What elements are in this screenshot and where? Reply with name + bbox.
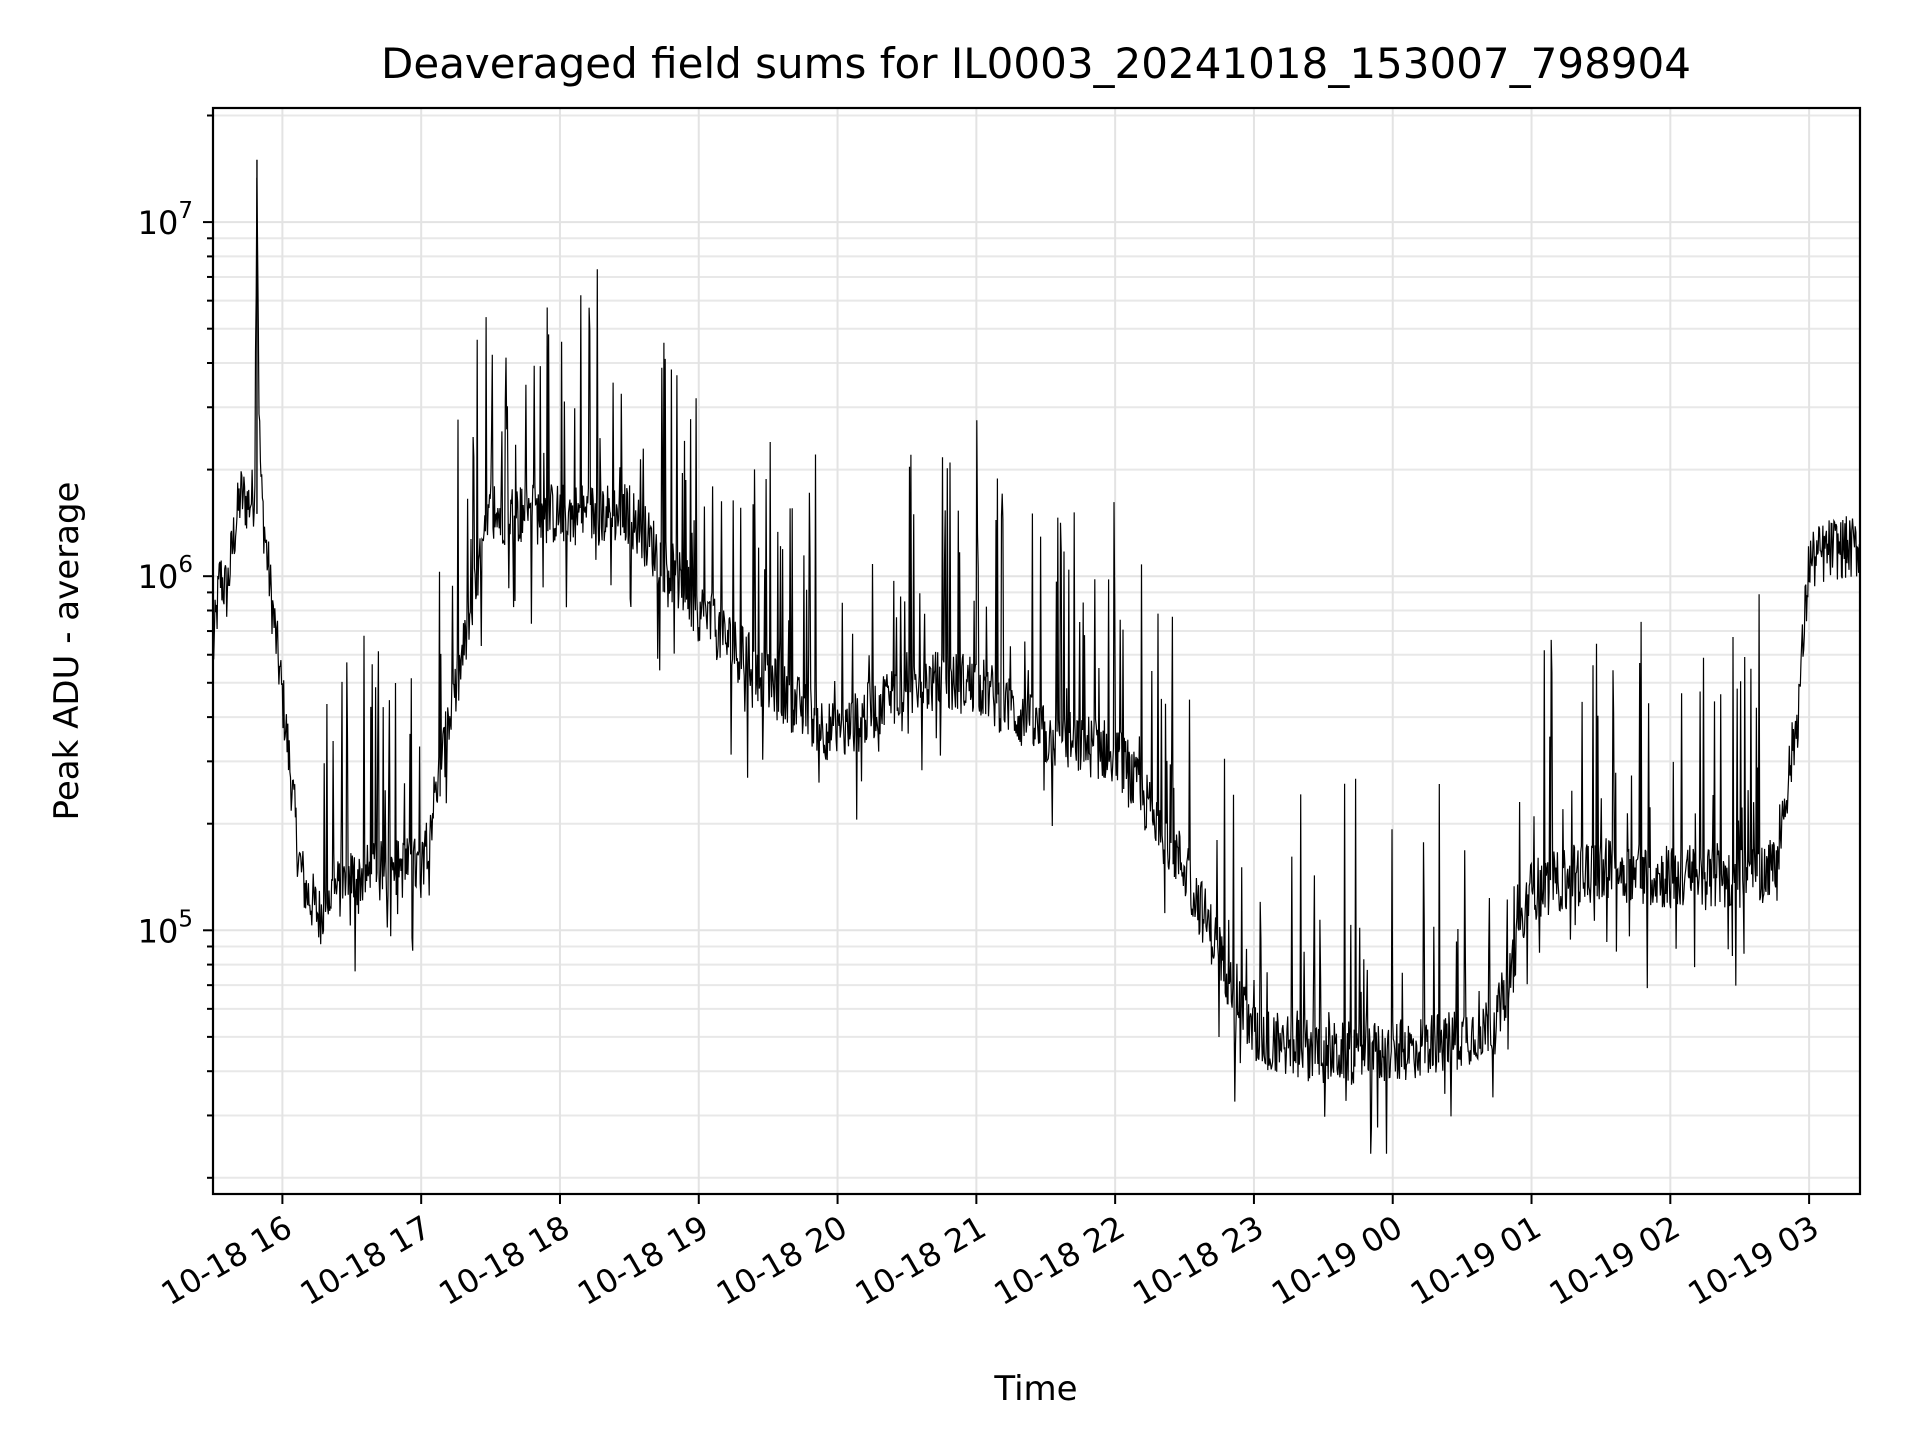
chart-title: Deaveraged field sums for IL0003_2024101…	[381, 39, 1691, 88]
x-tick-label: 10-18 21	[849, 1208, 993, 1313]
x-tick-label: 10-18 17	[294, 1208, 438, 1313]
x-tick-label: 10-19 01	[1404, 1208, 1548, 1313]
x-tick-label: 10-18 16	[155, 1208, 299, 1313]
x-tick-label: 10-19 00	[1265, 1208, 1409, 1313]
x-axis-label: Time	[993, 1369, 1077, 1409]
x-tick-label: 10-18 18	[432, 1208, 576, 1313]
y-tick-label: 107	[138, 198, 193, 242]
x-tick-label: 10-18 23	[1126, 1208, 1270, 1313]
series-line	[212, 177, 1861, 1154]
y-axis-label: Peak ADU - average	[47, 482, 87, 821]
y-tick-label: 105	[138, 906, 193, 950]
x-tick-label: 10-19 03	[1682, 1208, 1826, 1313]
x-tick-label: 10-18 19	[571, 1208, 715, 1313]
series-layer	[212, 159, 1861, 1154]
x-tick-label: 10-18 22	[988, 1208, 1132, 1313]
grid	[213, 108, 1860, 1194]
plot-frame	[211, 106, 1862, 1196]
x-tick-label: 10-19 02	[1543, 1208, 1687, 1313]
y-tick-label: 106	[138, 552, 193, 596]
y-axis: 105 106 107	[138, 114, 213, 1179]
x-tick-label: 10-18 20	[710, 1208, 854, 1313]
